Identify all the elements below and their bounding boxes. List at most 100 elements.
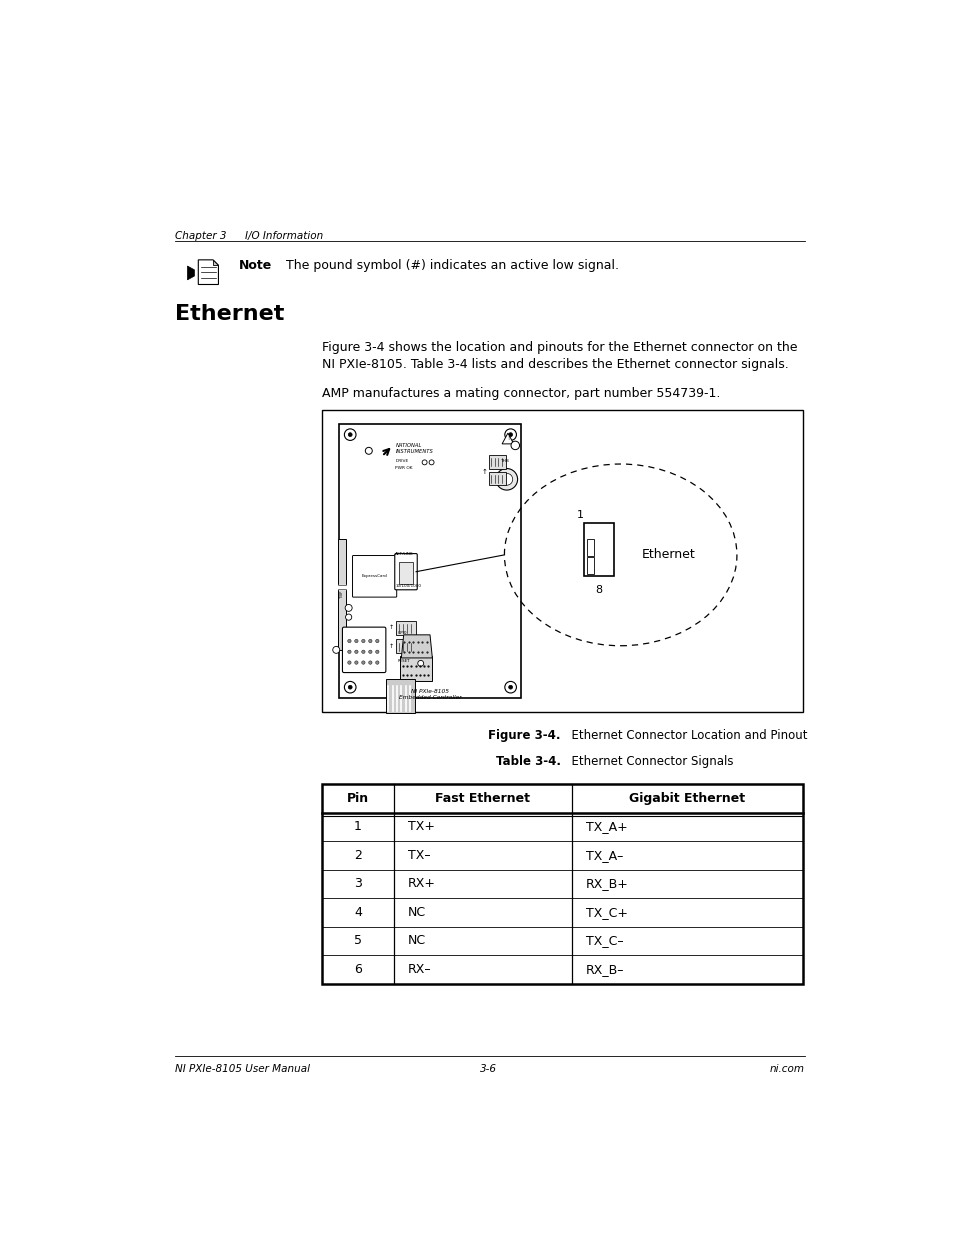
Bar: [587, 538, 594, 556]
Text: Fast Ethernet: Fast Ethernet: [435, 792, 530, 805]
Circle shape: [508, 432, 512, 436]
Circle shape: [355, 661, 357, 664]
Bar: [396, 566, 404, 573]
Text: ni.com: ni.com: [769, 1063, 804, 1073]
Text: TX–: TX–: [407, 848, 430, 862]
Text: 4: 4: [354, 906, 361, 919]
Polygon shape: [213, 259, 218, 266]
Circle shape: [508, 685, 512, 689]
Text: 5: 5: [354, 935, 361, 947]
Polygon shape: [198, 259, 218, 284]
Text: Figure 3-4 shows the location and pinouts for the Ethernet connector on the: Figure 3-4 shows the location and pinout…: [322, 341, 797, 353]
Circle shape: [348, 685, 352, 689]
Text: ↑: ↑: [389, 625, 394, 630]
Bar: [489, 472, 505, 485]
Text: 3: 3: [354, 877, 361, 890]
Polygon shape: [337, 585, 345, 589]
Text: Ethernet Connector Location and Pinout: Ethernet Connector Location and Pinout: [563, 729, 807, 742]
Circle shape: [333, 646, 339, 653]
Circle shape: [375, 650, 378, 653]
Text: ExpressCard: ExpressCard: [361, 574, 387, 578]
FancyBboxPatch shape: [395, 553, 416, 590]
Text: TX_C+: TX_C+: [585, 906, 627, 919]
Text: NC: NC: [407, 906, 425, 919]
Text: TX_C–: TX_C–: [585, 935, 622, 947]
Bar: [399, 656, 432, 680]
Text: RX+: RX+: [407, 877, 436, 890]
Text: AMP manufactures a mating connector, part number 554739-1.: AMP manufactures a mating connector, par…: [322, 387, 720, 400]
Bar: [385, 679, 415, 714]
Circle shape: [345, 614, 352, 620]
Bar: [322, 410, 802, 711]
Circle shape: [361, 661, 365, 664]
Circle shape: [504, 682, 516, 693]
Circle shape: [511, 441, 519, 450]
Text: 6: 6: [354, 963, 361, 976]
Circle shape: [421, 459, 427, 464]
Circle shape: [504, 429, 516, 441]
Text: NATIONAL
INSTRUMENTS: NATIONAL INSTRUMENTS: [395, 443, 434, 454]
Text: THB: THB: [499, 458, 508, 463]
Circle shape: [365, 447, 372, 454]
Circle shape: [344, 682, 355, 693]
Text: Gigabit Ethernet: Gigabit Ethernet: [629, 792, 744, 805]
Bar: [583, 524, 613, 576]
Text: PWR OK: PWR OK: [395, 466, 413, 471]
Text: Note: Note: [239, 259, 273, 272]
Bar: [489, 454, 505, 468]
Circle shape: [361, 640, 365, 642]
Circle shape: [347, 650, 351, 653]
Text: ACT/LINK: ACT/LINK: [395, 552, 414, 556]
Bar: [398, 562, 413, 584]
Circle shape: [500, 473, 512, 485]
Circle shape: [496, 468, 517, 490]
Circle shape: [375, 640, 378, 642]
Text: 8: 8: [595, 585, 602, 595]
Text: Ethernet: Ethernet: [641, 548, 695, 562]
Text: ↑: ↑: [481, 469, 487, 475]
Text: ↑: ↑: [389, 643, 394, 648]
Circle shape: [368, 640, 372, 642]
Text: DRIVE: DRIVE: [395, 458, 408, 463]
FancyBboxPatch shape: [342, 627, 385, 673]
FancyBboxPatch shape: [353, 556, 396, 597]
Text: NI PXIe-8105. Table 3-4 lists and describes the Ethernet connector signals.: NI PXIe-8105. Table 3-4 lists and descri…: [322, 358, 788, 372]
Circle shape: [417, 661, 423, 666]
Text: RX_B–: RX_B–: [585, 963, 623, 976]
Text: 2: 2: [354, 848, 361, 862]
Circle shape: [347, 661, 351, 664]
Text: I/O Information: I/O Information: [245, 231, 323, 241]
Text: TX+: TX+: [407, 820, 435, 834]
Text: 1: 1: [577, 510, 583, 520]
Bar: [337, 538, 345, 651]
Circle shape: [355, 640, 357, 642]
Text: TX_A–: TX_A–: [585, 848, 622, 862]
Circle shape: [429, 459, 434, 464]
Bar: [587, 557, 594, 574]
Text: Figure 3-4.: Figure 3-4.: [488, 729, 560, 742]
Circle shape: [347, 640, 351, 642]
Polygon shape: [401, 635, 432, 658]
Text: 3-6: 3-6: [480, 1063, 497, 1073]
Circle shape: [344, 429, 355, 441]
Text: TBP: TBP: [339, 590, 343, 598]
Text: !: !: [506, 436, 509, 441]
Text: Chapter 3: Chapter 3: [174, 231, 226, 241]
Text: 10/100/1000: 10/100/1000: [395, 584, 420, 588]
Circle shape: [375, 661, 378, 664]
Text: GPI0: GPI0: [397, 631, 407, 635]
Circle shape: [355, 650, 357, 653]
Text: Ethernet: Ethernet: [174, 304, 284, 324]
Circle shape: [345, 604, 352, 611]
Bar: [395, 621, 416, 635]
Circle shape: [361, 650, 365, 653]
Text: NI PXIe-8105
Embedded Controller: NI PXIe-8105 Embedded Controller: [398, 689, 461, 700]
Text: RESET: RESET: [397, 659, 410, 663]
Text: 1: 1: [354, 820, 361, 834]
Text: Pin: Pin: [347, 792, 369, 805]
Bar: [322, 784, 802, 983]
Text: NC: NC: [407, 935, 425, 947]
Polygon shape: [187, 266, 194, 280]
Circle shape: [368, 650, 372, 653]
Text: Table 3-4.: Table 3-4.: [496, 755, 560, 768]
